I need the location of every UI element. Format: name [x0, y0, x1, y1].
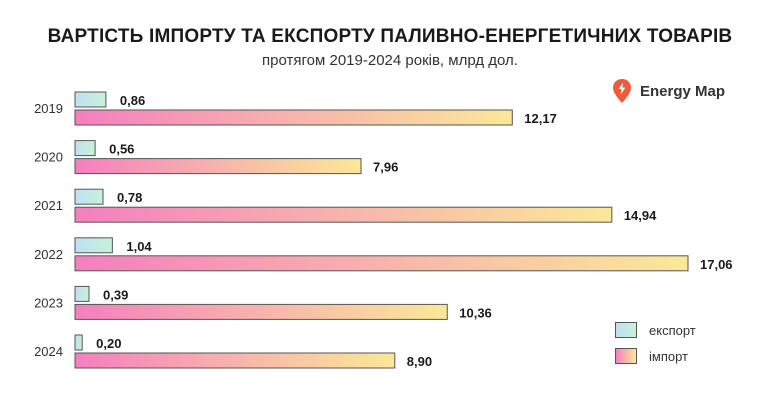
chart-subtitle: протягом 2019-2024 років, млрд дол. — [262, 52, 518, 69]
legend: експорт імпорт — [615, 319, 696, 371]
legend-label-export: експорт — [649, 322, 696, 338]
data-label-export-2023: 0,39 — [103, 287, 128, 302]
data-label-import-2024: 8,90 — [407, 354, 432, 369]
category-label-2021: 2021 — [34, 198, 63, 213]
category-label-2022: 2022 — [34, 247, 63, 262]
data-label-export-2019: 0,86 — [120, 93, 145, 108]
legend-item-import: імпорт — [615, 345, 696, 367]
category-label-2023: 2023 — [34, 295, 63, 310]
bar-import-2023 — [74, 303, 448, 320]
chart-title: ВАРТІСТЬ ІМПОРТУ ТА ЕКСПОРТУ ПАЛИВНО-ЕНЕ… — [47, 26, 733, 47]
legend-label-import: імпорт — [649, 348, 688, 364]
data-label-import-2022: 17,06 — [700, 257, 733, 272]
category-label-2019: 2019 — [34, 101, 63, 116]
bar-export-2019 — [74, 91, 107, 108]
legend-swatch-export — [615, 322, 637, 338]
data-label-export-2024: 0,20 — [96, 336, 121, 351]
bar-export-2024 — [74, 334, 83, 351]
bar-import-2022 — [74, 255, 689, 272]
bar-import-2021 — [74, 206, 613, 223]
bar-import-2019 — [74, 109, 513, 126]
data-label-import-2020: 7,96 — [373, 160, 398, 175]
legend-item-export: експорт — [615, 319, 696, 341]
data-label-import-2023: 10,36 — [459, 305, 492, 320]
legend-swatch-import — [615, 348, 637, 364]
bar-export-2020 — [74, 140, 96, 157]
category-label-2020: 2020 — [34, 150, 63, 165]
bar-import-2024 — [74, 352, 396, 369]
bar-import-2020 — [74, 158, 362, 175]
bar-export-2022 — [74, 237, 113, 254]
map-pin-bolt-icon — [613, 79, 631, 103]
data-label-import-2019: 12,17 — [524, 111, 557, 126]
data-label-import-2021: 14,94 — [624, 208, 657, 223]
data-label-export-2021: 0,78 — [117, 190, 142, 205]
brand-name: Energy Map — [640, 82, 726, 100]
data-label-export-2022: 1,04 — [126, 239, 152, 254]
bar-export-2023 — [74, 285, 90, 302]
data-label-export-2020: 0,56 — [109, 142, 134, 157]
category-label-2024: 2024 — [34, 344, 63, 359]
bar-export-2021 — [74, 188, 104, 205]
brand-logo: Energy Map — [612, 78, 725, 104]
